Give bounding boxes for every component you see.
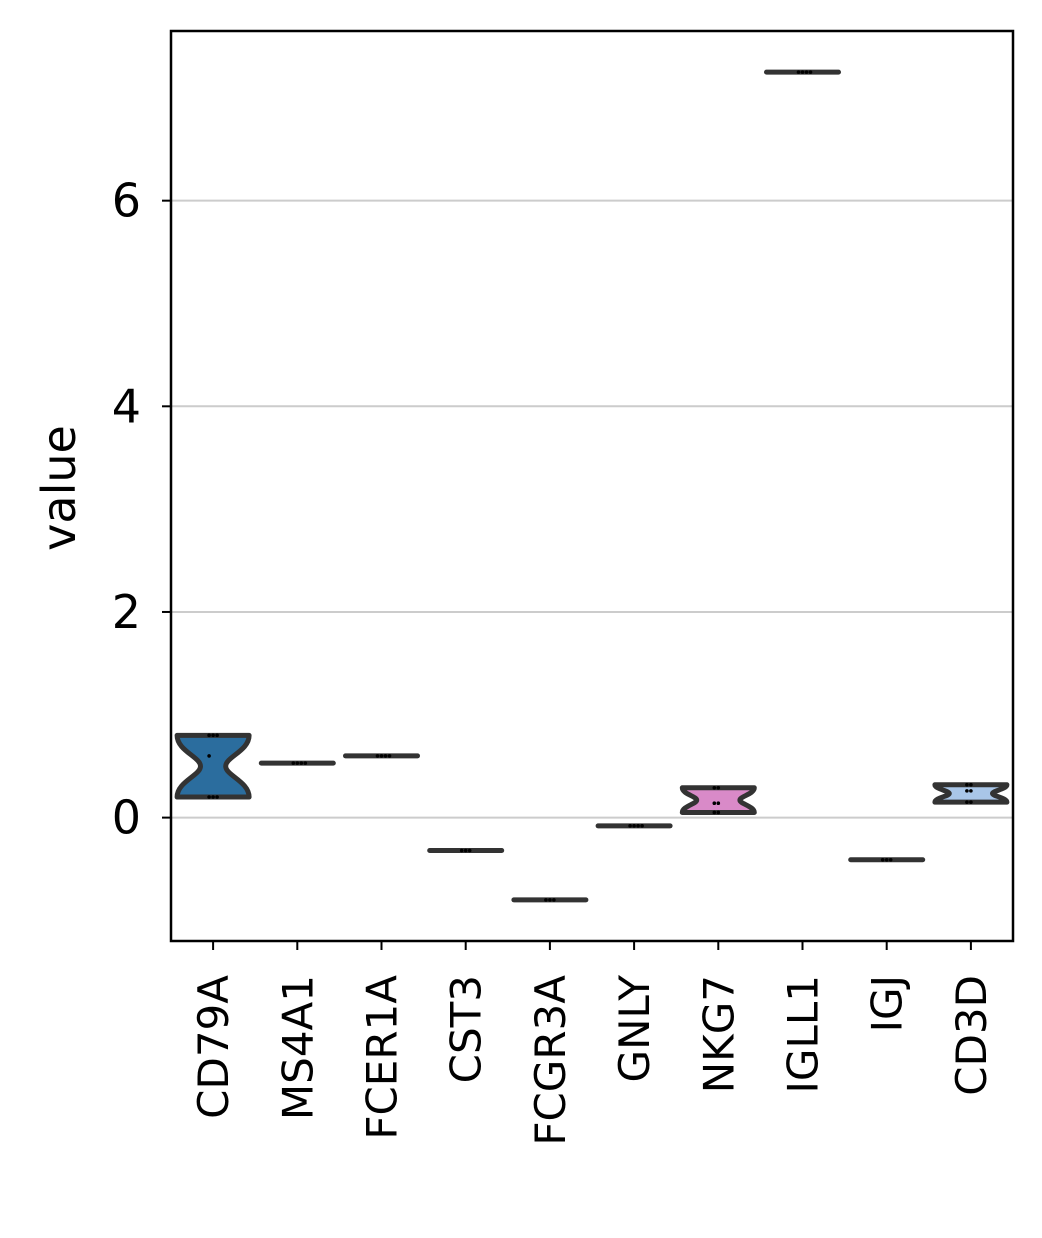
data-point (796, 70, 801, 74)
data-point (969, 782, 973, 787)
data-point (716, 785, 721, 790)
data-point (299, 761, 304, 765)
y-tick-label: 4 (112, 379, 141, 433)
y-axis-label: value (32, 425, 86, 551)
data-point (552, 898, 556, 902)
y-tick-label: 6 (112, 174, 141, 228)
y-tick-label: 0 (112, 791, 141, 845)
data-point (628, 824, 632, 828)
x-tick-label: FCER1A (358, 975, 407, 1140)
data-point (808, 70, 813, 74)
x-tick-label: NKG7 (694, 975, 743, 1093)
x-tick-label: FCGR3A (526, 975, 575, 1146)
data-point (387, 754, 392, 758)
data-point (712, 801, 717, 806)
x-tick-label: IGJ (863, 975, 912, 1032)
data-point (459, 848, 464, 853)
x-tick-label: GNLY (610, 975, 659, 1083)
data-point (383, 754, 388, 758)
data-point (712, 810, 717, 815)
y-tick-label: 2 (112, 585, 141, 639)
violin-ms4a1 (258, 760, 336, 766)
x-axis: CD79A MS4A1 FCER1A CST3 FCGR3A GNLY NKG7 IGLL1 I… (189, 941, 996, 1146)
data-point (716, 810, 721, 815)
data-point (379, 754, 384, 758)
data-point (215, 795, 219, 799)
data-point (632, 824, 636, 828)
data-point (804, 70, 809, 74)
x-tick-label: IGLL1 (779, 975, 828, 1093)
y-axis: 0 2 4 6 (112, 174, 171, 845)
violins (174, 69, 1010, 903)
data-point (800, 70, 805, 74)
violin-cd3d (932, 782, 1010, 805)
data-point (965, 800, 969, 804)
data-point (888, 857, 893, 862)
data-point (969, 800, 973, 804)
x-tick-label: CST3 (442, 975, 491, 1083)
x-tick-label: CD79A (189, 975, 238, 1119)
violin-body (932, 782, 1010, 805)
data-point (295, 761, 300, 765)
data-point (375, 754, 380, 758)
x-tick-label: CD3D (947, 975, 996, 1096)
data-point (716, 801, 721, 806)
data-point (467, 848, 472, 853)
x-tick-label: MS4A1 (273, 975, 322, 1120)
data-point (880, 857, 885, 862)
violin-gnly (595, 823, 673, 829)
violin-igj (848, 857, 926, 863)
gridlines (171, 199, 1013, 819)
data-point (215, 733, 219, 738)
violin-fcer1a (343, 753, 420, 759)
violin-nkg7 (679, 785, 757, 815)
data-point (965, 782, 969, 787)
violin-cd79a (174, 732, 252, 800)
plot-frame (169, 29, 1015, 943)
data-point (207, 754, 211, 758)
violin-fcgr3a (511, 897, 589, 903)
data-point (636, 824, 640, 828)
data-point (884, 857, 889, 862)
data-point (969, 789, 973, 793)
data-point (291, 761, 296, 765)
violin-body (679, 785, 757, 815)
data-point (211, 795, 215, 799)
data-point (463, 848, 468, 853)
data-point (211, 733, 215, 738)
data-point (303, 761, 308, 765)
data-point (548, 898, 552, 902)
violin-igll1 (764, 69, 841, 75)
data-point (544, 898, 548, 902)
data-point (207, 795, 211, 799)
data-point (712, 785, 717, 790)
violin-body (174, 732, 252, 800)
data-point (640, 824, 644, 828)
data-point (965, 789, 969, 793)
violin-cst3 (427, 848, 505, 854)
data-point (207, 733, 211, 738)
